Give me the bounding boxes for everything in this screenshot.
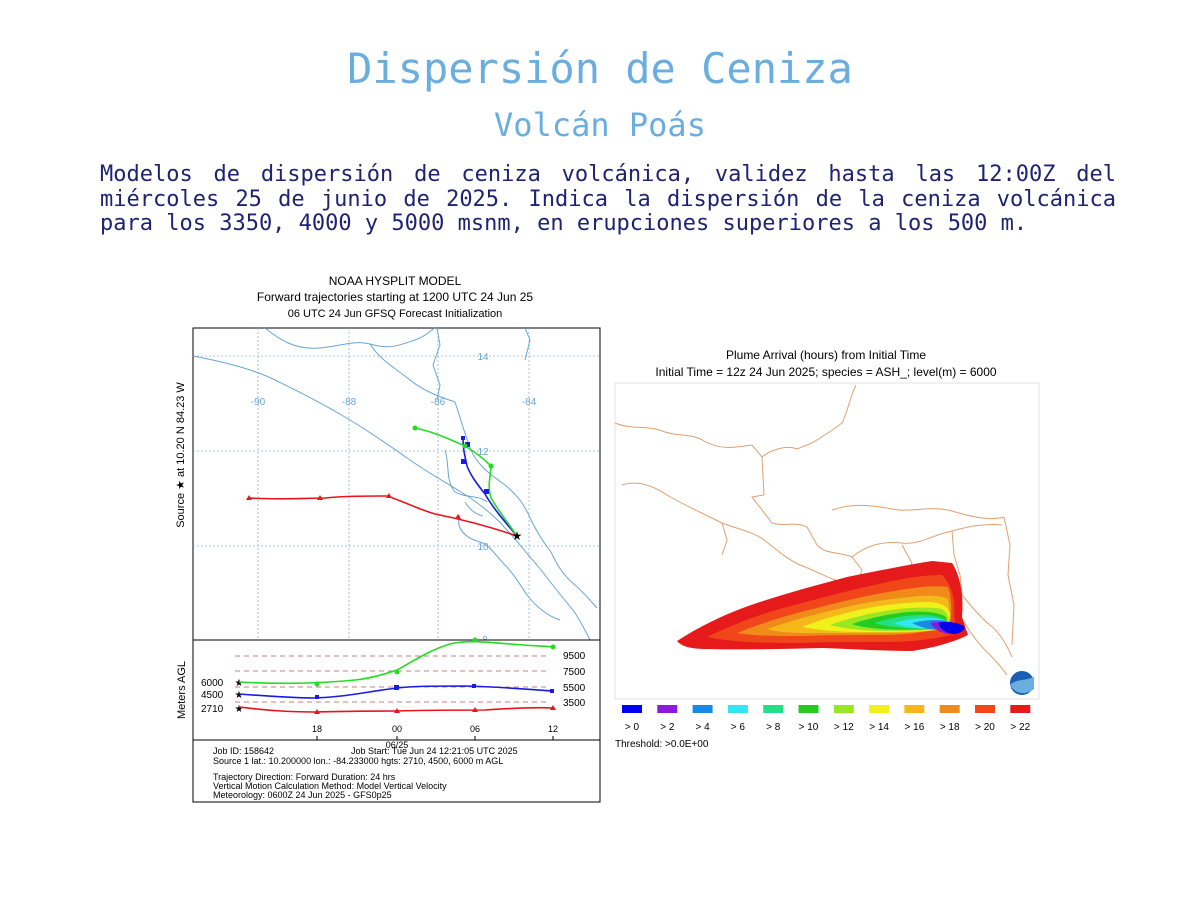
start-star-icon: ★ [235, 704, 244, 715]
height-axis-label: Meters AGL [176, 661, 188, 719]
page-subtitle: Volcán Poás [494, 106, 706, 144]
height-label-7500: 7500 [563, 667, 586, 678]
legend-swatch-2 [692, 705, 713, 713]
hysplit-panel: NOAA HYSPLIT MODEL Forward trajectories … [165, 270, 605, 805]
start-star-icon: ★ [235, 690, 244, 701]
legend-swatch-4 [763, 705, 784, 713]
legend-label-6: > 12 [834, 722, 854, 733]
height-label-4500: 4500 [201, 690, 224, 701]
date-label: 06/25 [386, 740, 409, 750]
time-label-06: 06 [470, 724, 480, 734]
legend-swatch-10 [975, 705, 995, 713]
source-info: Source 1 lat.: 10.200000 lon.: -84.23300… [213, 756, 503, 766]
legend-label-7: > 14 [869, 722, 889, 733]
noaa-logo [1008, 669, 1036, 697]
lat-label-12: 12 [477, 447, 489, 458]
lat-label-14: 14 [477, 352, 489, 363]
trajectory-4500 [462, 437, 518, 537]
legend-label-8: > 16 [905, 722, 925, 733]
legend-swatch-0 [622, 705, 642, 713]
ash-plume [677, 561, 968, 651]
legend-label-2: > 4 [696, 722, 711, 733]
height-label-9500: 9500 [563, 651, 586, 662]
trajectory-direction: Trajectory Direction: Forward Duration: … [213, 772, 396, 782]
meteorology: Meteorology: 0600Z 24 Jun 2025 - GFS0p25 [213, 790, 392, 800]
lon-label-4: -84 [522, 397, 537, 408]
job-info-box [192, 739, 601, 803]
hysplit-figure: NOAA HYSPLIT MODEL Forward trajectories … [175, 274, 601, 803]
source-star-icon: ★ [512, 529, 523, 543]
plume-panel: Plume Arrival (hours) from Initial Time … [612, 345, 1042, 755]
hysplit-title-1: NOAA HYSPLIT MODEL [329, 274, 462, 288]
page-title: Dispersión de Ceniza [347, 44, 853, 93]
hysplit-title-3: 06 UTC 24 Jun GFSQ Forecast Initializati… [288, 308, 503, 320]
legend-label-5: > 10 [799, 722, 819, 733]
height-label-5500: 5500 [563, 683, 586, 694]
time-label-12: 12 [548, 724, 558, 734]
height-trace-6000 [238, 640, 554, 685]
threshold-label: Threshold: >0.0E+00 [615, 739, 709, 750]
time-label-00: 00 [392, 724, 402, 734]
coastlines [192, 327, 598, 641]
plume-figure: Plume Arrival (hours) from Initial Time … [614, 348, 1040, 750]
page-description: Modelos de dispersión de ceniza volcánic… [100, 162, 1116, 236]
time-label-18: 18 [312, 724, 322, 734]
legend-swatch-7 [869, 705, 890, 713]
height-label-2710: 2710 [201, 704, 224, 715]
trajectory-map-frame [192, 327, 601, 641]
legend-label-10: > 20 [975, 722, 995, 733]
vertical-motion: Vertical Motion Calculation Method: Mode… [213, 781, 447, 791]
legend-label-9: > 18 [940, 722, 960, 733]
plume-title-2: Initial Time = 12z 24 Jun 2025; species … [655, 365, 997, 379]
legend-swatch-9 [939, 705, 960, 713]
legend-swatch-1 [657, 705, 678, 713]
job-id: Job ID: 158642 [213, 746, 274, 756]
legend-swatch-11 [1010, 705, 1031, 713]
lat-label-10: 10 [477, 542, 489, 553]
legend-swatch-8 [904, 705, 925, 713]
legend-label-0: > 0 [625, 722, 640, 733]
start-star-icon: ★ [235, 678, 244, 689]
lon-label-2: -88 [342, 397, 357, 408]
plume-layer-0 [938, 622, 965, 634]
legend-label-1: > 2 [660, 722, 675, 733]
job-start: Job Start: Tue Jun 24 12:21:05 UTC 2025 [351, 746, 518, 756]
legend-label-3: > 6 [731, 722, 746, 733]
lon-label-3: -86 [431, 397, 446, 408]
plume-title-1: Plume Arrival (hours) from Initial Time [726, 348, 926, 362]
plume-map-frame [614, 382, 1040, 700]
plume-legend: > 0 > 2 > 4 > 6 > 8 > 10 > 12 > 14 > 16 > 18 > 20 >… [622, 705, 1031, 733]
source-label: Source ★ at 10.20 N 84.23 W [175, 382, 187, 528]
legend-label-11: > 22 [1010, 722, 1030, 733]
legend-label-4: > 8 [766, 722, 781, 733]
legend-swatch-5 [798, 705, 819, 713]
hysplit-title-2: Forward trajectories starting at 1200 UT… [257, 290, 533, 304]
legend-swatch-6 [833, 705, 854, 713]
legend-swatch-3 [727, 705, 748, 713]
height-label-6000: 6000 [201, 678, 224, 689]
lon-label-1: -90 [251, 397, 266, 408]
height-label-3500: 3500 [563, 698, 586, 709]
trajectory-2710 [248, 495, 518, 537]
